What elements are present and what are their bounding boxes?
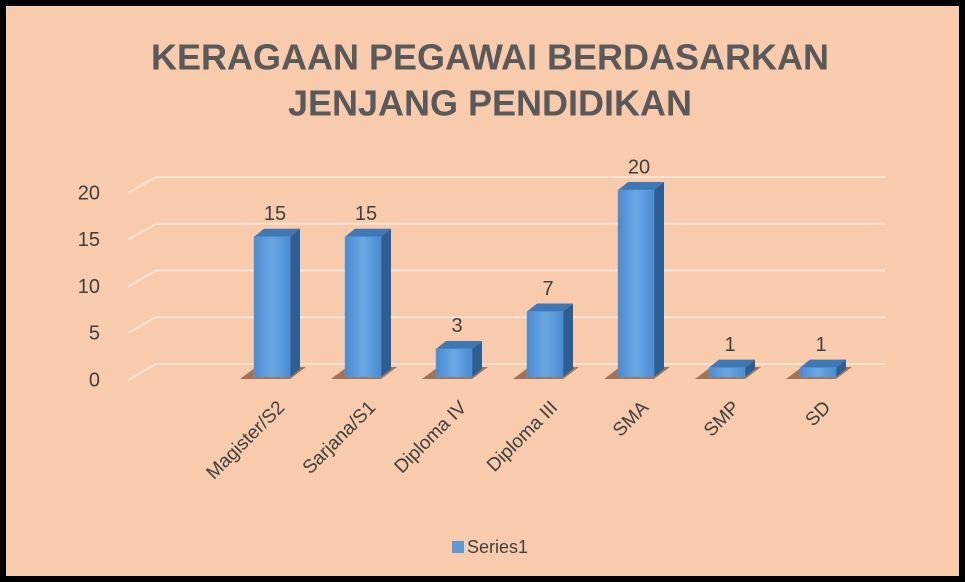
data-label: 3 [451, 315, 462, 337]
bar [435, 348, 473, 378]
bar-top [800, 359, 846, 368]
y-tick-label: 10 [78, 276, 100, 298]
bar-top [254, 228, 300, 237]
y-tick-label: 5 [89, 323, 100, 345]
bar [617, 189, 655, 378]
data-label: 20 [628, 156, 650, 178]
bar-top [527, 303, 573, 312]
bar-top [618, 182, 664, 190]
bar-side [745, 359, 755, 377]
data-label: 15 [264, 203, 286, 225]
data-label: 15 [355, 203, 377, 225]
bar [708, 367, 746, 378]
bar-side [472, 340, 482, 377]
bar [344, 236, 382, 378]
bar-side [381, 228, 391, 377]
data-label: 7 [542, 278, 553, 300]
bar [799, 367, 837, 378]
data-label: 1 [815, 334, 826, 356]
chart-title: KERAGAAN PEGAWAI BERDASARKAN [151, 37, 829, 78]
bar [526, 311, 564, 378]
y-tick-label: 20 [78, 182, 100, 204]
chart-subtitle: JENJANG PENDIDIKAN [288, 83, 692, 124]
data-label: 1 [724, 334, 735, 356]
y-tick-label: 15 [78, 229, 100, 251]
bar-side [563, 303, 573, 377]
legend-swatch [452, 541, 464, 553]
bar [253, 236, 291, 378]
legend-label: Series1 [467, 537, 528, 557]
grid-line [127, 176, 885, 194]
bar-top [709, 359, 755, 368]
bar-top [345, 228, 391, 237]
bar-side [654, 182, 664, 377]
y-tick-label: 0 [89, 369, 100, 391]
bar-side [290, 228, 300, 377]
bar-side [836, 359, 846, 377]
bar-top [436, 340, 482, 349]
